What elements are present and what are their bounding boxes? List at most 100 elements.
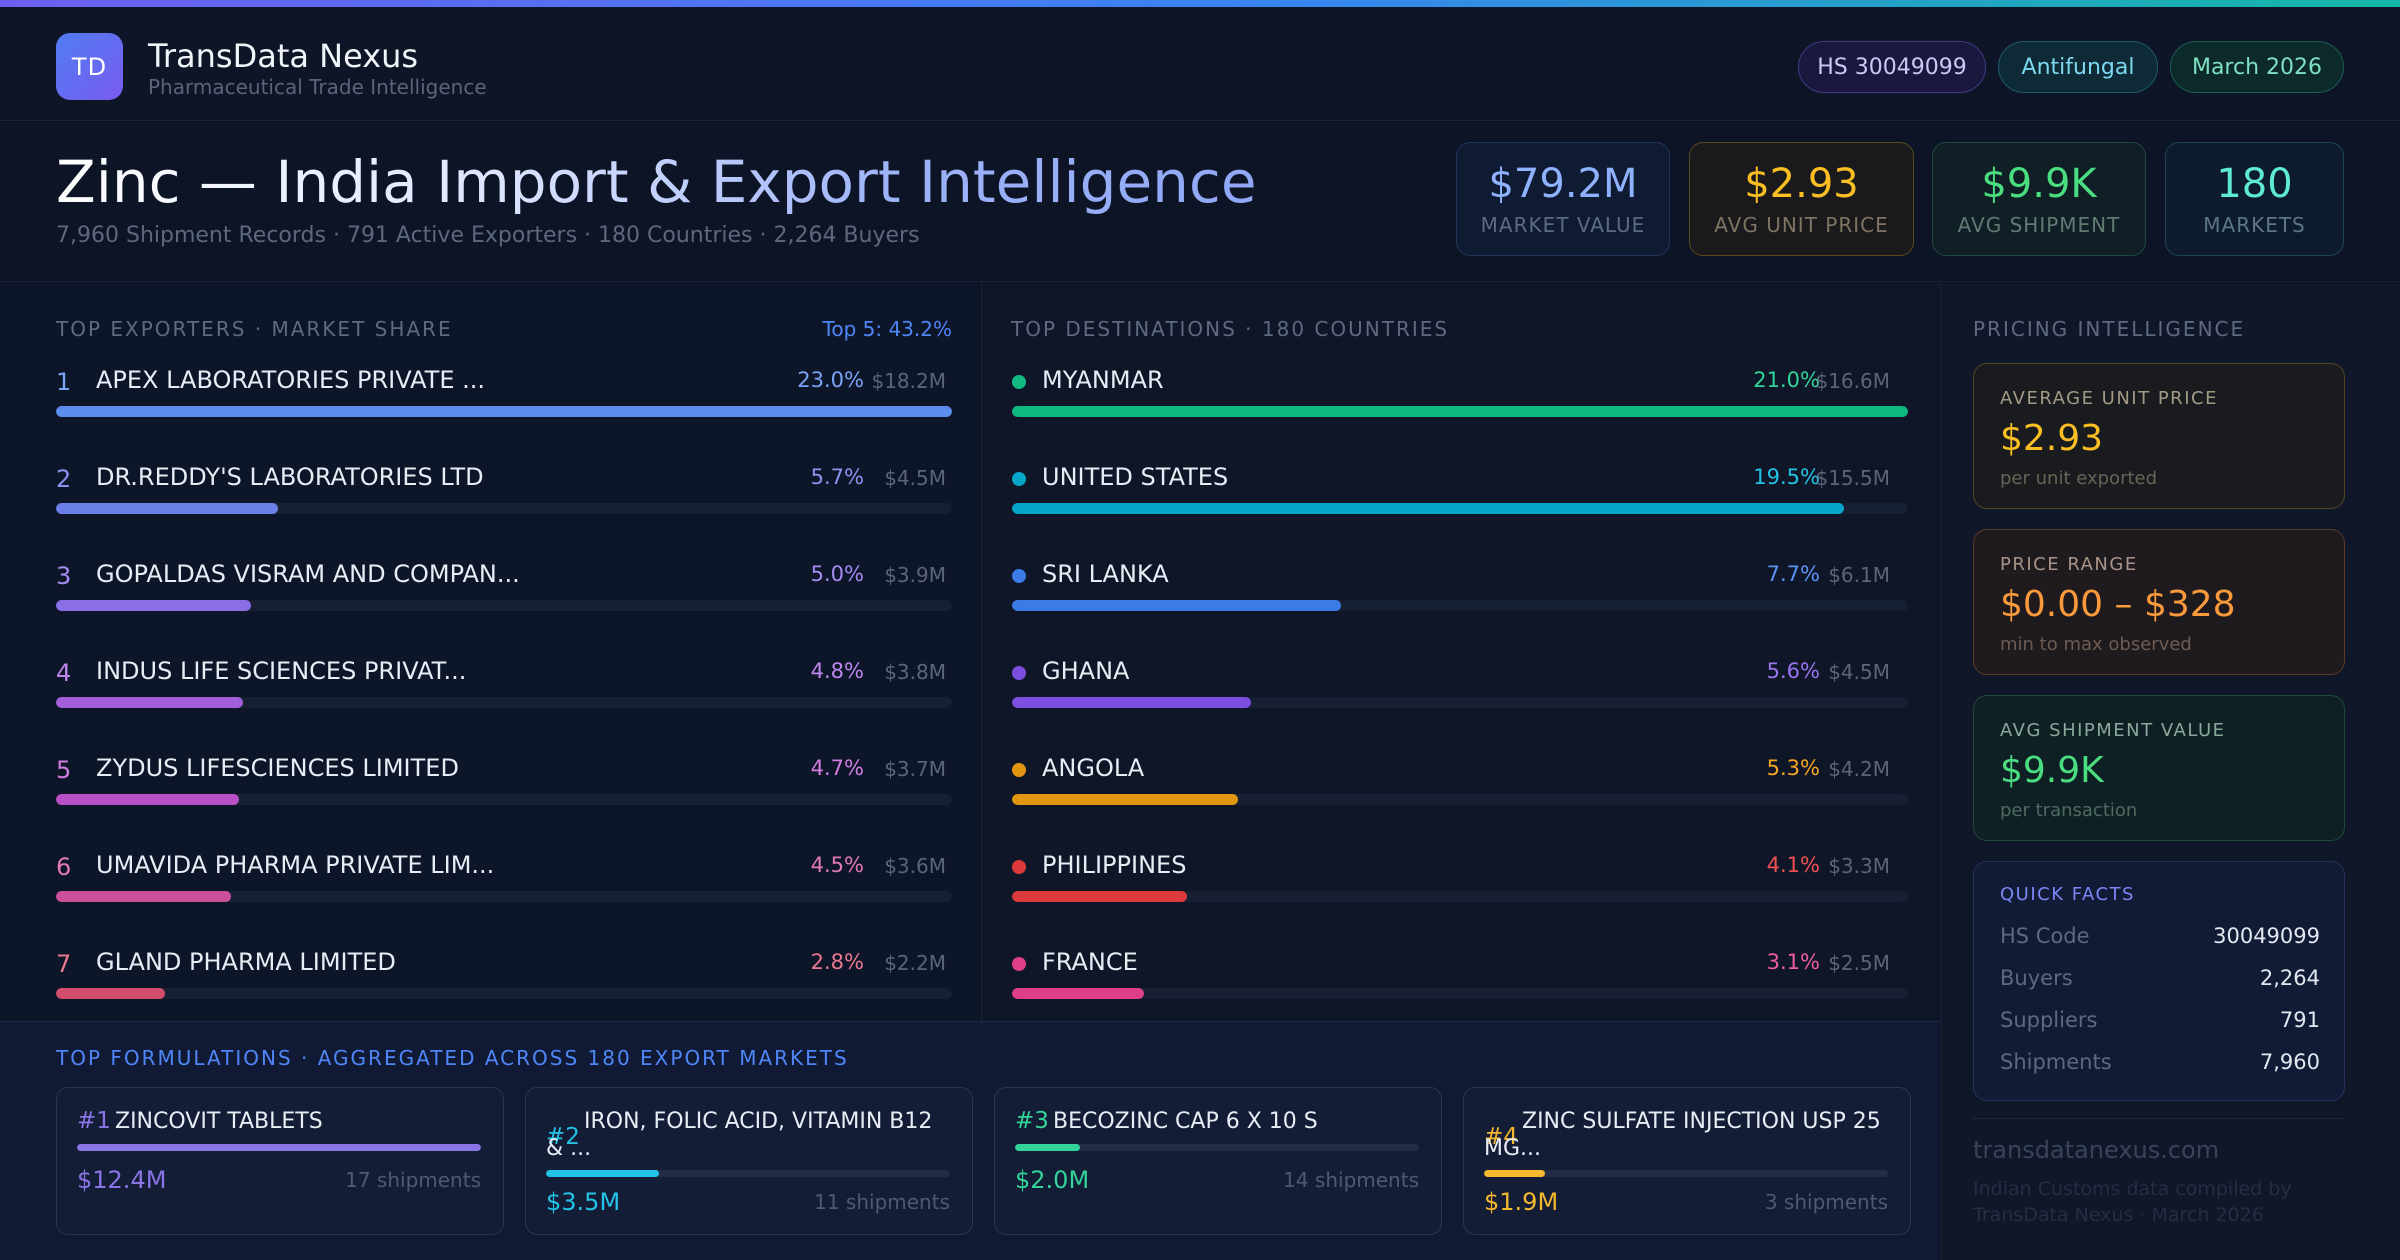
card-title: AVERAGE UNIT PRICE — [2000, 388, 2218, 409]
avg-shipment-card: $9.9K AVG SHIPMENT — [1932, 142, 2146, 256]
country-dot-icon — [1012, 957, 1026, 971]
fact-value: 2,264 — [2259, 966, 2320, 990]
stat-value: $79.2M — [1488, 161, 1638, 207]
fact-value: 30049099 — [2213, 924, 2320, 948]
destination-value: $15.5M — [1815, 466, 1890, 490]
formulation-card[interactable]: #1 ZINCOVIT TABLETS $12.4M 17 shipments — [56, 1087, 504, 1235]
app-header: TD TransData Nexus Pharmaceutical Trade … — [0, 7, 2400, 121]
formulation-value: $1.9M — [1484, 1188, 1559, 1216]
site-link[interactable]: transdatanexus.com — [1973, 1136, 2220, 1164]
exporter-row[interactable]: 6 UMAVIDA PHARMA PRIVATE LIM... 4.5% $3.6M — [56, 851, 952, 921]
destination-share-fill — [1012, 794, 1239, 805]
top-destinations-panel: TOP DESTINATIONS · 180 COUNTRIES MYANMAR… — [981, 283, 1939, 1021]
exporter-row[interactable]: 3 GOPALDAS VISRAM AND COMPAN... 5.0% $3.9M — [56, 560, 952, 630]
destination-row[interactable]: GHANA 5.6% $4.5M — [1012, 657, 1908, 727]
destination-share-bar — [1012, 697, 1908, 708]
formulations-section-title: TOP FORMULATIONS · AGGREGATED ACROSS 180… — [56, 1046, 849, 1070]
formulation-card[interactable]: #2 IRON, FOLIC ACID, VITAMIN B12 & ... $3.… — [525, 1087, 973, 1235]
formulation-bar-fill — [1484, 1170, 1545, 1177]
formulation-name: BECOZINC CAP 6 X 10 S — [1053, 1109, 1318, 1134]
formulation-bar — [546, 1170, 950, 1177]
destinations-section-title: TOP DESTINATIONS · 180 COUNTRIES — [1011, 317, 1450, 341]
formulation-shipments: 3 shipments — [1764, 1190, 1888, 1214]
exporter-name: UMAVIDA PHARMA PRIVATE LIM... — [96, 851, 495, 879]
formulation-rank: #1 — [77, 1108, 111, 1134]
formulation-shipments: 14 shipments — [1283, 1168, 1419, 1192]
avg-shipment-value-box: AVG SHIPMENT VALUE $9.9K per transaction — [1973, 695, 2345, 841]
exporter-value: $3.9M — [884, 563, 946, 587]
category-pill[interactable]: Antifungal — [1998, 41, 2158, 93]
destination-share-fill — [1012, 503, 1844, 514]
destination-share-bar — [1012, 600, 1908, 611]
formulation-value: $12.4M — [77, 1166, 167, 1194]
destination-row[interactable]: ANGOLA 5.3% $4.2M — [1012, 754, 1908, 824]
formulation-card[interactable]: #4 ZINC SULFATE INJECTION USP 25 MG... $1.… — [1463, 1087, 1911, 1235]
exporter-share-bar — [56, 406, 952, 417]
destination-row[interactable]: FRANCE 3.1% $2.5M — [1012, 948, 1908, 1018]
formulation-name: IRON, FOLIC ACID, VITAMIN B12 & ... — [546, 1109, 933, 1161]
exporter-share-fill — [56, 697, 243, 708]
exporter-name: ZYDUS LIFESCIENCES LIMITED — [96, 754, 459, 782]
formulation-bar — [77, 1144, 481, 1151]
destination-share-bar — [1012, 503, 1908, 514]
avg-unit-price-card: $2.93 AVG UNIT PRICE — [1689, 142, 1914, 256]
card-value: $0.00 – $328 — [2000, 584, 2236, 625]
exporter-row[interactable]: 2 DR.REDDY'S LABORATORIES LTD 5.7% $4.5M — [56, 463, 952, 533]
formulation-value: $3.5M — [546, 1188, 621, 1216]
page-subtitle: 7,960 Shipment Records · 791 Active Expo… — [56, 223, 920, 248]
exporter-value: $4.5M — [884, 466, 946, 490]
formulation-rank: #4 — [1484, 1124, 1518, 1150]
brand-name: TransData Nexus — [148, 37, 419, 75]
logo-badge[interactable]: TD — [56, 33, 123, 100]
stat-label: MARKET VALUE — [1480, 213, 1646, 237]
stat-value: $9.9K — [1981, 161, 2097, 207]
exporter-row[interactable]: 5 ZYDUS LIFESCIENCES LIMITED 4.7% $3.7M — [56, 754, 952, 824]
country-dot-icon — [1012, 472, 1026, 486]
formulation-bar-fill — [77, 1144, 481, 1151]
destination-name: ANGOLA — [1042, 754, 1145, 782]
country-dot-icon — [1012, 569, 1026, 583]
destination-name: SRI LANKA — [1042, 560, 1169, 588]
fact-key: Suppliers — [2000, 1008, 2098, 1032]
formulation-bar-fill — [546, 1170, 660, 1177]
stat-label: AVG UNIT PRICE — [1714, 213, 1889, 237]
hs-code-pill[interactable]: HS 30049099 — [1798, 41, 1986, 93]
destination-share-pct: 3.1% — [1766, 950, 1820, 974]
exporter-name: APEX LABORATORIES PRIVATE ... — [96, 366, 485, 394]
divider — [1973, 1118, 2345, 1119]
country-dot-icon — [1012, 860, 1026, 874]
destination-share-pct: 4.1% — [1766, 853, 1820, 877]
exporter-share-fill — [56, 406, 952, 417]
formulation-card[interactable]: #3 BECOZINC CAP 6 X 10 S $2.0M 14 shipments — [994, 1087, 1442, 1235]
destination-row[interactable]: SRI LANKA 7.7% $6.1M — [1012, 560, 1908, 630]
stat-value: $2.93 — [1744, 161, 1859, 207]
destination-share-pct: 19.5% — [1753, 465, 1820, 489]
destination-row[interactable]: UNITED STATES 19.5% $15.5M — [1012, 463, 1908, 533]
fact-row-suppliers: Suppliers 791 — [2000, 1008, 2320, 1038]
top5-share-label: Top 5: 43.2% — [822, 317, 952, 341]
formulation-rank: #2 — [546, 1124, 580, 1150]
fact-value: 7,960 — [2259, 1050, 2320, 1074]
exporter-share-bar — [56, 988, 952, 999]
formulation-shipments: 11 shipments — [814, 1190, 950, 1214]
date-pill[interactable]: March 2026 — [2170, 41, 2344, 93]
exporter-rank: 2 — [56, 465, 72, 493]
exporter-row[interactable]: 1 APEX LABORATORIES PRIVATE ... 23.0% $18.2… — [56, 366, 952, 436]
fact-key: HS Code — [2000, 924, 2090, 948]
destination-share-fill — [1012, 697, 1251, 708]
formulation-shipments: 17 shipments — [345, 1168, 481, 1192]
destination-row[interactable]: MYANMAR 21.0% $16.6M — [1012, 366, 1908, 436]
exporter-row[interactable]: 7 GLAND PHARMA LIMITED 2.8% $2.2M — [56, 948, 952, 1018]
exporter-row[interactable]: 4 INDUS LIFE SCIENCES PRIVAT... 4.8% $3.8M — [56, 657, 952, 727]
formulation-bar — [1015, 1144, 1419, 1151]
stat-label: AVG SHIPMENT — [1957, 213, 2121, 237]
formulation-bar — [1484, 1170, 1888, 1177]
exporter-share-bar — [56, 503, 952, 514]
exporter-share-bar — [56, 600, 952, 611]
quick-facts-box: QUICK FACTS HS Code 30049099 Buyers 2,26… — [1973, 861, 2345, 1101]
exporter-share-bar — [56, 891, 952, 902]
pricing-intelligence-panel: PRICING INTELLIGENCE AVERAGE UNIT PRICE … — [1940, 283, 2400, 1260]
accent-gradient-bar — [0, 0, 2400, 7]
exporter-share-fill — [56, 891, 232, 902]
destination-row[interactable]: PHILIPPINES 4.1% $3.3M — [1012, 851, 1908, 921]
